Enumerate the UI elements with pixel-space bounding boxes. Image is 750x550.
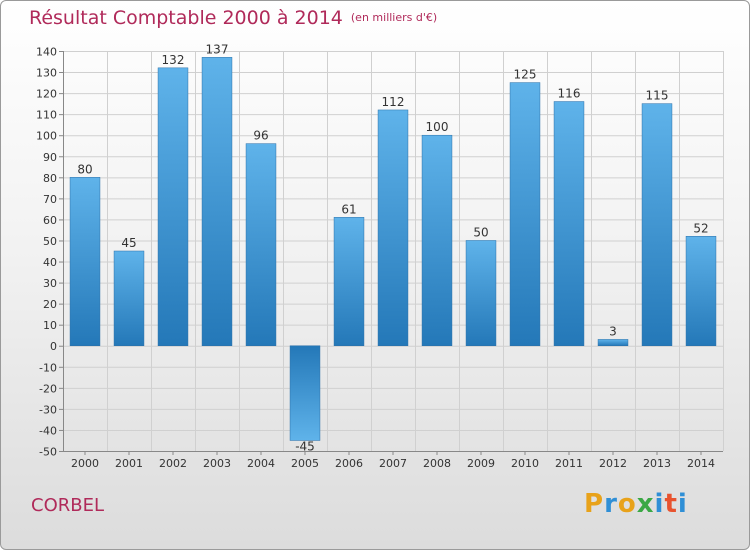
bar-2013 — [641, 103, 673, 346]
x-tick-label: 2003 — [203, 457, 231, 470]
y-tick-label: 50 — [43, 235, 57, 248]
bar-2009 — [465, 240, 497, 346]
x-tick-label: 2014 — [687, 457, 715, 470]
bar-2003 — [201, 57, 233, 346]
x-tick-label: 2007 — [379, 457, 407, 470]
proxiti-logo: Proxiti — [584, 489, 688, 519]
bar-2002 — [157, 67, 189, 346]
y-tick-label: -30 — [39, 403, 57, 416]
x-tick-label: 2009 — [467, 457, 495, 470]
bar-2007 — [377, 109, 409, 346]
y-tick-label: 0 — [50, 340, 57, 353]
data-label: 125 — [514, 68, 537, 82]
data-label: 116 — [558, 87, 581, 101]
chart-unit: (en milliers d'€) — [350, 11, 438, 24]
bar-2006 — [333, 217, 365, 346]
logo-letter: t — [664, 489, 678, 519]
bar-2010 — [509, 82, 541, 346]
data-label: 132 — [162, 53, 185, 67]
data-label: 3 — [609, 324, 617, 338]
y-tick-label: 130 — [36, 67, 57, 80]
data-labels: 80 45 132 137 96 -45 61 112 100 50 125 116 3 115 52 — [77, 42, 708, 453]
y-tick-label: -10 — [39, 361, 57, 374]
y-tick-label: 110 — [36, 109, 57, 122]
y-tick-label: 20 — [43, 298, 57, 311]
bars — [69, 57, 717, 441]
y-tick-label: 80 — [43, 172, 57, 185]
chart-title: Résultat Comptable 2000 à 2014 (en millie… — [29, 7, 437, 29]
y-tick-label: 30 — [43, 277, 57, 290]
y-tick-label: 10 — [43, 319, 57, 332]
y-tick-label: 120 — [36, 88, 57, 101]
x-tick-label: 2005 — [291, 457, 319, 470]
x-tick-label: 2000 — [71, 457, 99, 470]
x-tick-label: 2013 — [643, 457, 671, 470]
logo-letter: r — [604, 489, 618, 519]
logo-letter: i — [654, 489, 665, 519]
data-label: -45 — [295, 439, 315, 453]
data-label: 50 — [473, 225, 488, 239]
data-label: 137 — [206, 42, 229, 56]
bar-2000 — [69, 177, 101, 346]
bar-2008 — [421, 134, 453, 346]
x-tick-label: 2006 — [335, 457, 363, 470]
town-name: CORBEL — [31, 495, 104, 516]
x-tick-label: 2002 — [159, 457, 187, 470]
y-tick-label: 100 — [36, 130, 57, 143]
y-tick-label: -20 — [39, 382, 57, 395]
y-tick-label: 140 — [36, 46, 57, 59]
y-tick-label: -50 — [39, 446, 57, 459]
y-tick-label: 60 — [43, 214, 57, 227]
y-tick-label: 90 — [43, 151, 57, 164]
data-label: 112 — [382, 95, 405, 109]
y-tick-label: 70 — [43, 193, 57, 206]
bar-2014 — [685, 236, 717, 346]
data-label: 115 — [646, 89, 669, 103]
data-label: 80 — [77, 162, 92, 176]
bar-2004 — [245, 143, 277, 346]
y-tick-label: -40 — [39, 424, 57, 437]
bar-2001 — [113, 250, 145, 346]
data-label: 61 — [341, 202, 356, 216]
logo-letter: i — [677, 489, 688, 519]
data-label: 45 — [121, 236, 136, 250]
x-tick-label: 2001 — [115, 457, 143, 470]
axes: 1401301201101009080706050403020100-10-20… — [36, 46, 723, 470]
bar-2011 — [553, 101, 585, 346]
logo-letter: P — [584, 489, 605, 519]
data-label: 96 — [253, 129, 268, 143]
logo-letter: o — [617, 489, 637, 519]
bar-2012 — [597, 339, 629, 346]
y-tick-label: 40 — [43, 256, 57, 269]
x-tick-label: 2004 — [247, 457, 275, 470]
bar-2005 — [289, 345, 321, 441]
data-label: 100 — [426, 120, 449, 134]
logo-letter: x — [636, 489, 655, 519]
x-tick-label: 2011 — [555, 457, 583, 470]
data-label: 52 — [693, 221, 708, 235]
x-tick-label: 2012 — [599, 457, 627, 470]
x-tick-label: 2010 — [511, 457, 539, 470]
x-tick-label: 2008 — [423, 457, 451, 470]
chart-title-text: Résultat Comptable 2000 à 2014 — [29, 7, 343, 29]
